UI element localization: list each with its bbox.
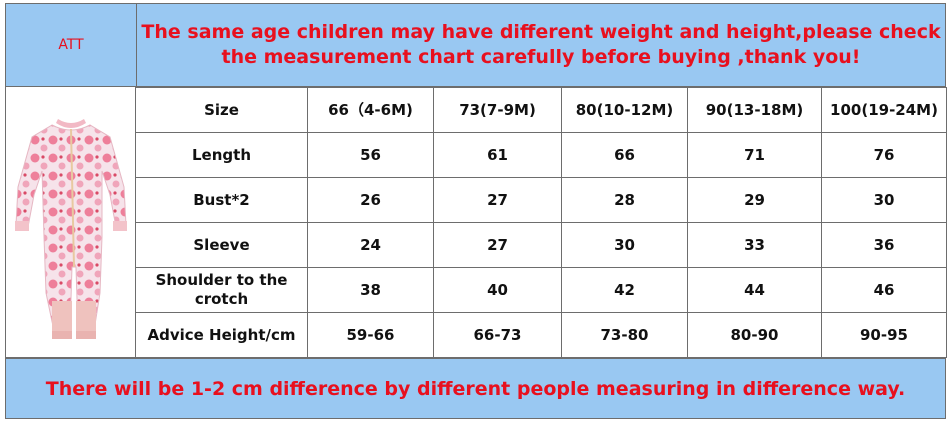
table-cell: 40	[433, 267, 562, 313]
table-cell: 30	[821, 177, 947, 223]
column-header: 66（4-6M)	[307, 87, 434, 133]
table-cell: 24	[307, 222, 434, 268]
table-cell: 73-80	[561, 312, 688, 358]
table-cell: 61	[433, 132, 562, 178]
column-header: 80(10-12M)	[561, 87, 688, 133]
table-cell: 44	[687, 267, 822, 313]
table-cell: 38	[307, 267, 434, 313]
table-cell: 76	[821, 132, 947, 178]
table-cell: 28	[561, 177, 688, 223]
product-image-cell	[5, 87, 136, 358]
table-cell: 29	[687, 177, 822, 223]
table-cell: 56	[307, 132, 434, 178]
table-cell: 66	[561, 132, 688, 178]
row-label: Shoulder to the crotch	[135, 267, 308, 313]
footer-notice: There will be 1-2 cm difference by diffe…	[45, 377, 906, 400]
table-cell: 80-90	[687, 312, 822, 358]
table-cell: 33	[687, 222, 822, 268]
column-header: Size	[135, 87, 308, 133]
table-cell: 27	[433, 222, 562, 268]
table-cell: 27	[433, 177, 562, 223]
att-label: ATT	[6, 4, 137, 86]
row-label: Advice Height/cm	[135, 312, 308, 358]
table-cell: 26	[307, 177, 434, 223]
table-cell: 90-95	[821, 312, 947, 358]
table-cell: 66-73	[433, 312, 562, 358]
row-label: Sleeve	[135, 222, 308, 268]
table-row: Advice Height/cm 59-66 66-73 73-80 80-90…	[135, 312, 947, 358]
table-cell: 46	[821, 267, 947, 313]
baby-romper-icon	[15, 119, 127, 339]
table-row: Shoulder to the crotch 38 40 42 44 46	[135, 267, 947, 313]
column-header: 90(13-18M)	[687, 87, 822, 133]
table-header-row: Size 66（4-6M) 73(7-9M) 80(10-12M) 90(13-…	[135, 87, 947, 133]
table-cell: 42	[561, 267, 688, 313]
row-label: Length	[135, 132, 308, 178]
column-header: 100(19-24M)	[821, 87, 947, 133]
footer-banner: There will be 1-2 cm difference by diffe…	[5, 358, 946, 419]
column-header: 73(7-9M)	[433, 87, 562, 133]
table-row: Bust*2 26 27 28 29 30	[135, 177, 947, 223]
table-cell: 36	[821, 222, 947, 268]
table-cell: 59-66	[307, 312, 434, 358]
header-notice: The same age children may have different…	[141, 21, 941, 68]
table-cell: 71	[687, 132, 822, 178]
header-banner: ATT The same age children may have diffe…	[5, 3, 946, 87]
row-label: Bust*2	[135, 177, 308, 223]
table-row: Length 56 61 66 71 76	[135, 132, 947, 178]
table-row: Sleeve 24 27 30 33 36	[135, 222, 947, 268]
size-table: Size 66（4-6M) 73(7-9M) 80(10-12M) 90(13-…	[135, 87, 947, 358]
table-cell: 30	[561, 222, 688, 268]
